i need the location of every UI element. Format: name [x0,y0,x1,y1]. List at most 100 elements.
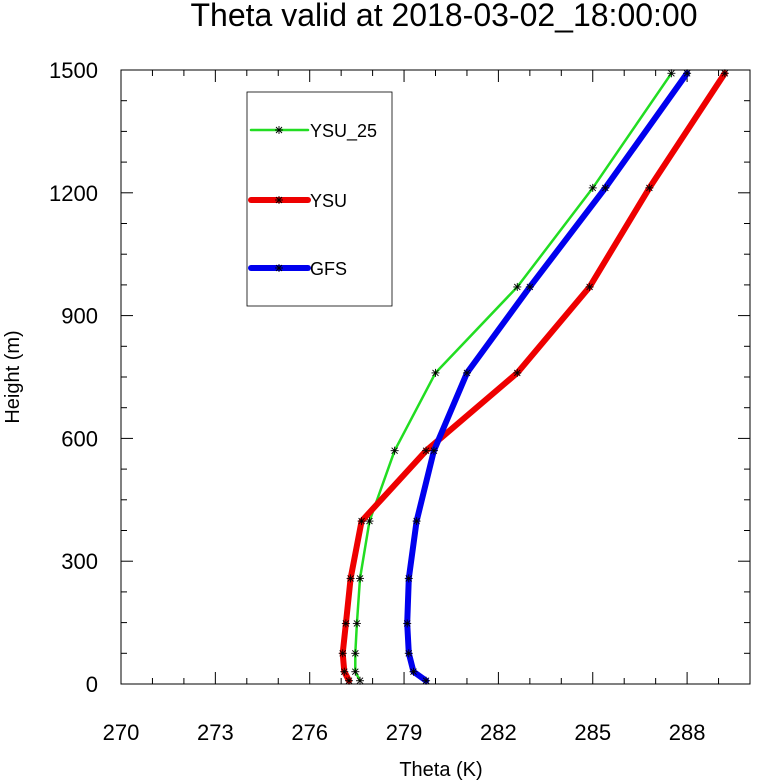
marker-stroke [403,620,411,627]
data-point-gfs [462,368,471,377]
marker-stroke [351,668,359,676]
marker-stroke [342,620,350,627]
y-tick-label: 0 [86,672,98,697]
x-axis: 270 273 276 279 282 285 288 [103,70,751,745]
marker-stroke [513,283,521,291]
data-point-ysu-25 [431,368,440,377]
marker-stroke [668,69,675,77]
plot-frame [120,69,751,685]
marker-stroke [366,517,373,525]
y-tick-label: 300 [61,549,98,574]
data-point-gfs [412,517,421,526]
y-axis-label: Height (m) [2,330,24,423]
x-tick-label: 279 [386,720,423,745]
marker-stroke [646,184,653,192]
marker-stroke [358,517,365,525]
data-point-ysu-25 [356,574,365,583]
data-point-gfs [404,649,413,658]
marker-stroke [513,369,521,377]
data-point-gfs [601,183,610,192]
marker-stroke [422,447,430,454]
chart-title: Theta valid at 2018-03-02_18:00:00 [190,0,697,33]
marker-stroke [405,575,413,582]
marker-stroke [422,677,430,685]
data-point-gfs [404,574,413,583]
data-point-gfs [429,446,438,455]
data-point-ysu-25 [667,69,676,78]
data-point-ysu [346,574,355,583]
marker-stroke [586,283,593,291]
data-point-ysu [513,368,522,377]
data-point-ysu [338,649,347,658]
legend: YSU_25 YSU GFS [246,91,393,307]
marker-stroke [275,264,283,272]
y-tick-label: 600 [61,426,98,451]
legend-item-ysu-25: YSU_25 [249,121,377,142]
x-tick-label: 273 [197,720,234,745]
marker-stroke [405,649,413,657]
data-point-ysu-25 [588,183,597,192]
data-point-ysu [720,69,729,78]
marker-stroke [347,575,354,582]
data-point-ysu [341,619,350,628]
data-point-ysu [357,517,366,526]
legend-item-ysu: YSU [248,191,347,211]
data-point-ysu-25 [351,667,360,676]
legend-marker-ysu-25 [275,126,283,134]
x-tick-label: 282 [480,720,517,745]
data-point-ysu-25 [513,282,522,291]
data-point-ysu-25 [390,446,399,455]
legend-marker-gfs [275,264,283,272]
data-point-gfs [525,282,534,291]
data-point-ysu-25 [356,676,365,685]
x-tick-label: 270 [103,720,140,745]
marker-stroke [391,447,398,454]
marker-stroke [526,283,534,291]
data-point-ysu [585,282,594,291]
legend-item-gfs: GFS [248,259,347,279]
x-tick-label: 288 [669,720,706,745]
data-point-gfs [403,619,412,628]
x-tick-label: 285 [574,720,611,745]
y-tick-label: 1500 [49,58,98,83]
series-line-ysu [339,70,728,684]
marker-stroke [602,184,609,192]
y-tick-label: 1200 [49,181,98,206]
data-point-ysu [340,667,349,676]
marker-stroke [413,517,420,525]
data-point-ysu-25 [351,649,360,658]
marker-stroke [410,668,417,676]
legend-label-gfs: GFS [310,259,347,279]
data-point-ysu [345,676,354,685]
marker-stroke [683,69,691,77]
y-axis: 0 300 600 900 1200 1500 [49,58,750,697]
marker-stroke [589,184,597,192]
legend-marker-ysu [275,196,283,204]
series-gfs [403,69,692,685]
legend-label-ysu-25: YSU_25 [310,121,377,142]
series-ysu [338,69,729,685]
marker-stroke [721,69,729,77]
marker-stroke [432,369,439,377]
data-point-gfs [422,676,431,685]
data-point-ysu [422,446,431,455]
data-point-ysu-25 [352,619,361,628]
series-ysu-25 [351,69,676,685]
marker-stroke [339,649,347,657]
series-layer [338,69,729,685]
marker-stroke [356,677,364,685]
data-point-ysu [645,183,654,192]
marker-stroke [275,126,283,134]
y-tick-label: 900 [61,304,98,329]
marker-stroke [275,196,283,204]
marker-stroke [340,668,348,676]
marker-stroke [353,620,361,627]
marker-stroke [351,649,359,657]
series-line-gfs [404,70,691,684]
legend-label-ysu: YSU [310,191,347,211]
x-tick-label: 276 [291,720,328,745]
data-point-gfs [409,667,418,676]
marker-stroke [356,575,364,582]
x-axis-label: Theta (K) [399,759,482,781]
